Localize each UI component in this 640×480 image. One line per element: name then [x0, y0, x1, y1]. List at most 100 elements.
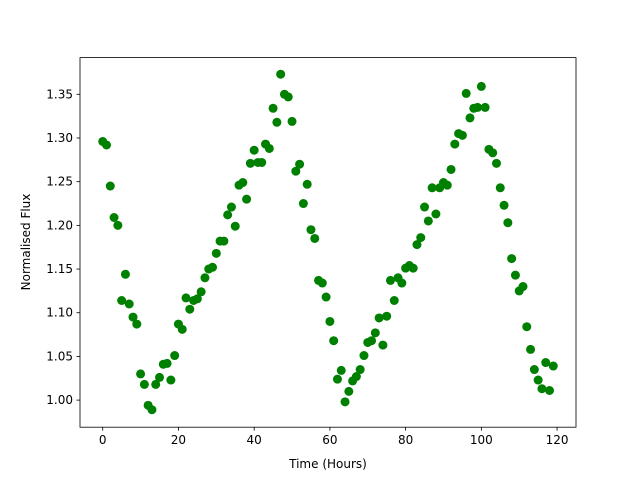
point — [450, 139, 460, 149]
point — [378, 340, 388, 350]
point — [476, 81, 486, 91]
point — [295, 159, 305, 169]
x-tick-label: 120 — [546, 433, 569, 447]
y-tick-label: 1.20 — [46, 218, 73, 232]
point — [298, 199, 308, 209]
point — [272, 117, 282, 127]
point — [491, 158, 501, 168]
x-tick-label: 20 — [171, 433, 186, 447]
point — [397, 278, 407, 288]
point — [117, 296, 127, 306]
point — [276, 69, 286, 79]
point — [529, 365, 539, 375]
point — [264, 143, 274, 153]
point — [518, 282, 528, 292]
point — [192, 294, 202, 304]
point — [537, 384, 547, 394]
point — [510, 270, 520, 280]
point — [306, 225, 316, 235]
point — [355, 365, 365, 375]
point — [367, 336, 377, 346]
point — [177, 324, 187, 334]
point — [128, 312, 138, 322]
point — [317, 278, 327, 288]
plot-frame — [79, 57, 577, 428]
point — [344, 386, 354, 396]
point — [291, 166, 301, 176]
point — [446, 164, 456, 174]
y-tick-label: 1.35 — [46, 87, 73, 101]
point — [412, 240, 422, 250]
y-tick-label: 1.25 — [46, 175, 73, 189]
point — [351, 372, 361, 382]
y-tick-label: 1.05 — [46, 349, 73, 363]
point — [302, 179, 312, 189]
point — [268, 103, 278, 113]
x-tick-label: 60 — [322, 433, 337, 447]
point — [223, 210, 233, 220]
x-tick-label: 40 — [247, 433, 262, 447]
point — [249, 145, 259, 155]
x-tick-label: 100 — [470, 433, 493, 447]
point — [124, 299, 134, 309]
x-tick-label: 0 — [99, 433, 107, 447]
point — [442, 180, 452, 190]
point — [495, 183, 505, 193]
point — [499, 200, 509, 210]
point — [385, 275, 395, 285]
point — [120, 269, 130, 279]
point — [457, 130, 467, 140]
point — [336, 365, 346, 375]
point — [332, 374, 342, 384]
point — [155, 372, 165, 382]
point — [185, 304, 195, 314]
y-tick-label: 1.30 — [46, 131, 73, 145]
y-tick-label: 1.00 — [46, 393, 73, 407]
point — [461, 88, 471, 98]
y-axis-label: Normalised Flux — [19, 194, 33, 291]
point — [147, 405, 157, 415]
point — [544, 386, 554, 396]
point — [370, 328, 380, 338]
point — [200, 273, 210, 283]
y-tick-label: 1.15 — [46, 262, 73, 276]
point — [230, 221, 240, 231]
y-tick-label: 1.10 — [46, 306, 73, 320]
point — [181, 293, 191, 303]
point — [480, 102, 490, 112]
point — [170, 351, 180, 361]
point — [219, 236, 229, 246]
point — [226, 202, 236, 212]
point — [533, 375, 543, 385]
point — [211, 248, 221, 258]
point — [208, 262, 218, 272]
point — [420, 202, 430, 212]
point — [105, 181, 115, 191]
point — [162, 358, 172, 368]
point — [473, 102, 483, 112]
point — [465, 113, 475, 123]
point — [503, 218, 513, 228]
point — [408, 263, 418, 273]
point — [389, 296, 399, 306]
point — [488, 148, 498, 158]
point — [325, 316, 335, 326]
point — [109, 212, 119, 222]
point — [329, 336, 339, 346]
point — [257, 157, 267, 167]
point — [507, 254, 517, 264]
point — [427, 183, 437, 193]
point — [416, 233, 426, 243]
point — [374, 313, 384, 323]
point — [151, 379, 161, 389]
point — [113, 220, 123, 230]
point — [196, 287, 206, 297]
point — [287, 116, 297, 126]
point — [548, 361, 558, 371]
point — [102, 140, 112, 150]
point — [321, 292, 331, 302]
point — [166, 375, 176, 385]
point — [522, 322, 532, 332]
point — [431, 209, 441, 219]
